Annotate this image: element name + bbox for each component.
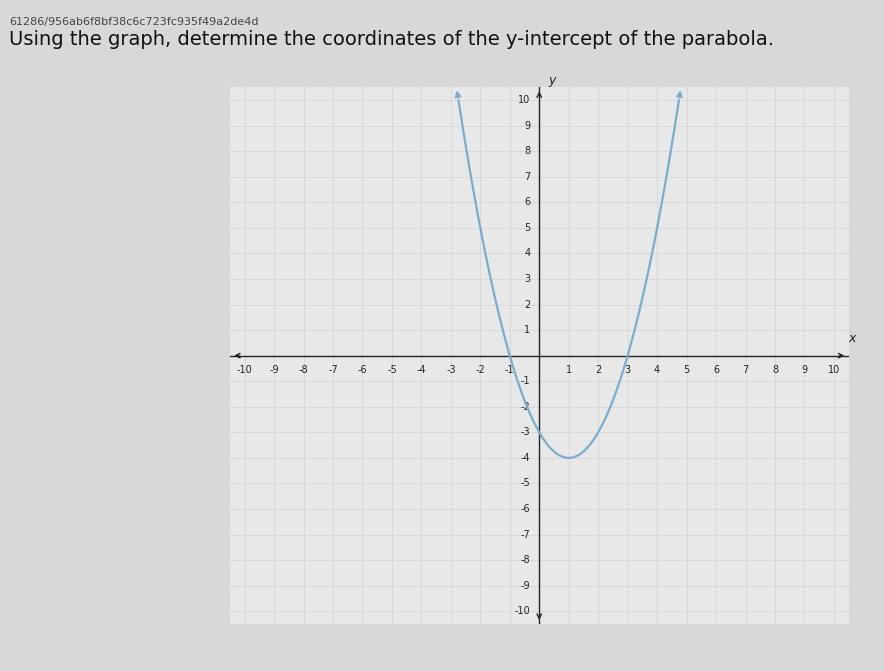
- Text: -1: -1: [505, 364, 514, 374]
- Text: -6: -6: [521, 504, 530, 514]
- Text: 2: 2: [524, 299, 530, 309]
- Text: 4: 4: [524, 248, 530, 258]
- Text: -10: -10: [514, 607, 530, 616]
- Text: y: y: [548, 74, 555, 87]
- Text: -9: -9: [521, 580, 530, 590]
- Text: -3: -3: [521, 427, 530, 437]
- Text: -6: -6: [358, 364, 367, 374]
- Text: 1: 1: [566, 364, 572, 374]
- Text: 9: 9: [524, 121, 530, 131]
- Text: 5: 5: [524, 223, 530, 233]
- Text: 8: 8: [772, 364, 778, 374]
- Text: 61286/956ab6f8bf38c6c723fc935f49a2de4d: 61286/956ab6f8bf38c6c723fc935f49a2de4d: [9, 17, 258, 27]
- Text: -10: -10: [237, 364, 253, 374]
- Text: -7: -7: [521, 529, 530, 539]
- Text: -5: -5: [387, 364, 397, 374]
- Text: -2: -2: [521, 402, 530, 412]
- Text: -8: -8: [521, 555, 530, 565]
- Text: 3: 3: [524, 274, 530, 284]
- Text: -4: -4: [416, 364, 426, 374]
- Text: x: x: [849, 332, 856, 346]
- Text: -4: -4: [521, 453, 530, 463]
- Text: Using the graph, determine the coordinates of the y-intercept of the parabola.: Using the graph, determine the coordinat…: [9, 30, 774, 49]
- Text: 1: 1: [524, 325, 530, 335]
- Text: 6: 6: [713, 364, 719, 374]
- Text: -5: -5: [521, 478, 530, 488]
- Text: 5: 5: [683, 364, 690, 374]
- Text: -3: -3: [446, 364, 455, 374]
- Text: -2: -2: [476, 364, 485, 374]
- Text: 7: 7: [743, 364, 749, 374]
- Text: 6: 6: [524, 197, 530, 207]
- Text: 4: 4: [654, 364, 660, 374]
- Text: -8: -8: [299, 364, 309, 374]
- Text: -7: -7: [328, 364, 338, 374]
- Text: -1: -1: [521, 376, 530, 386]
- Text: 10: 10: [827, 364, 840, 374]
- Text: 2: 2: [595, 364, 601, 374]
- Text: 10: 10: [518, 95, 530, 105]
- Text: 9: 9: [802, 364, 807, 374]
- Text: 7: 7: [524, 172, 530, 182]
- Text: 8: 8: [524, 146, 530, 156]
- Text: 3: 3: [625, 364, 630, 374]
- Text: -9: -9: [270, 364, 278, 374]
